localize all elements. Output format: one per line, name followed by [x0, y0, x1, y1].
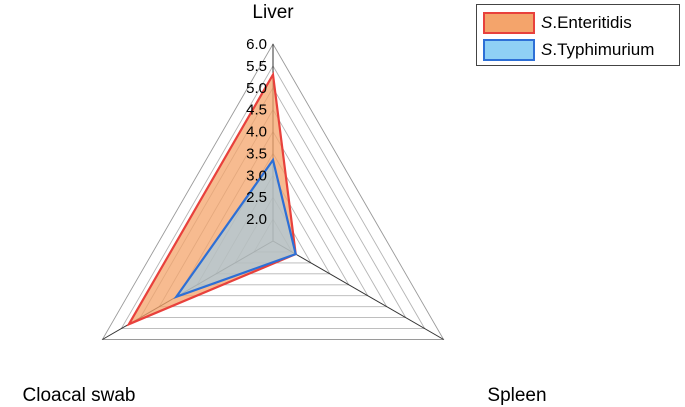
tick-label: 4.5 [246, 102, 267, 119]
legend-label-series-2: S.Typhimurium [541, 40, 655, 59]
radar-series [126, 71, 298, 327]
tick-label: 3.0 [246, 167, 267, 184]
tick-label: 2.0 [246, 211, 267, 228]
tick-label: 2.5 [246, 189, 267, 206]
tick-label: 5.5 [246, 58, 267, 75]
legend-item-series-2: S.Typhimurium [483, 38, 654, 62]
legend-label-series-1: S.Enteritidis [541, 13, 632, 32]
radar-tick-labels: 2.0 2.5 3.0 3.5 4.0 4.5 5.0 5.5 6.0 [246, 36, 267, 228]
tick-label: 6.0 [246, 36, 267, 53]
legend-item-series-1: S.Enteritidis [483, 11, 632, 35]
grid-ring [101, 43, 445, 340]
axis-label-liver: Liver [252, 2, 294, 23]
legend-swatch-series-2 [483, 39, 535, 61]
legend: S.Enteritidis S.Typhimurium [476, 4, 680, 66]
axis-label-spleen: Spleen [487, 385, 546, 406]
series-2-area [173, 157, 298, 300]
legend-swatch-series-1 [483, 12, 535, 34]
grid-ring [120, 65, 426, 330]
axis-spoke [272, 240, 444, 340]
radar-axis-labels: Liver Spleen Cloacal swab [23, 2, 547, 406]
tick-label: 4.0 [246, 124, 267, 141]
tick-label: 5.0 [246, 80, 267, 97]
tick-label: 3.5 [246, 145, 267, 162]
axis-label-cloacal-swab: Cloacal swab [23, 385, 136, 406]
